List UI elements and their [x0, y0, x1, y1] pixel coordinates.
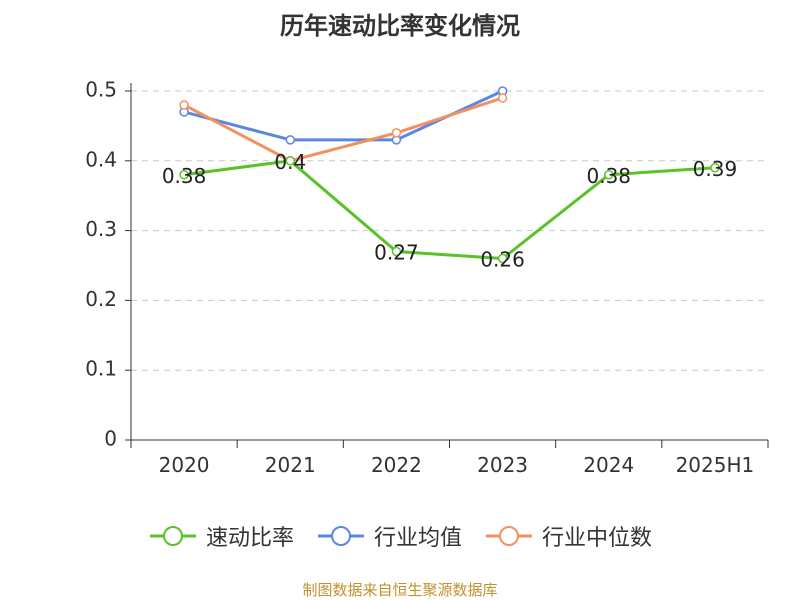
y-tick-label: 0 [104, 427, 117, 451]
data-point [285, 135, 295, 145]
legend-label: 行业中位数 [542, 526, 653, 551]
y-tick-label: 0.5 [85, 78, 117, 102]
y-tick-label: 0.4 [85, 147, 117, 171]
data-label: 0.26 [480, 248, 525, 272]
data-point [179, 170, 189, 180]
y-tick-label: 0.2 [85, 287, 117, 311]
x-tick-label: 2024 [583, 453, 634, 477]
legend-line-marker-icon [486, 526, 532, 546]
legend-line-marker-icon [149, 526, 196, 546]
data-point [710, 163, 720, 173]
legend-label: 行业均值 [373, 526, 462, 551]
legend-item[interactable]: 行业中位数 [484, 520, 652, 552]
x-tick-label: 2021 [265, 453, 316, 477]
data-label: 0.27 [374, 241, 419, 265]
data-point [604, 170, 614, 180]
x-tick-label: 2025H1 [676, 453, 755, 477]
series-line-1 [183, 89, 504, 142]
chart-title: 历年速动比率变化情况 [280, 12, 520, 40]
data-label: 0.38 [586, 164, 631, 188]
legend-label: 速动比率 [205, 526, 294, 551]
legend-item[interactable]: 行业均值 [316, 520, 462, 552]
y-tick-label: 0.3 [85, 217, 117, 241]
legend: 速动比率 行业均值 行业中位数 [0, 520, 800, 552]
data-point [497, 253, 508, 264]
x-tick-label: 2022 [371, 453, 422, 477]
series-line-2 [183, 96, 504, 163]
data-point [391, 128, 402, 138]
data-point [179, 100, 189, 110]
data-point [285, 156, 295, 166]
data-point [497, 93, 508, 103]
data-point [391, 246, 402, 257]
data-label: 0.4 [274, 150, 306, 174]
source-note: 制图数据来自恒生聚源数据库 [302, 581, 498, 599]
series-line-0 [183, 159, 716, 261]
x-tick-label: 2023 [477, 453, 528, 477]
data-label: 0.38 [162, 164, 207, 188]
x-tick-label: 2020 [159, 453, 210, 477]
legend-item[interactable]: 速动比率 [148, 520, 294, 552]
legend-line-marker-icon [317, 526, 364, 546]
data-label: 0.39 [693, 157, 738, 181]
y-tick-label: 0.1 [85, 357, 117, 381]
